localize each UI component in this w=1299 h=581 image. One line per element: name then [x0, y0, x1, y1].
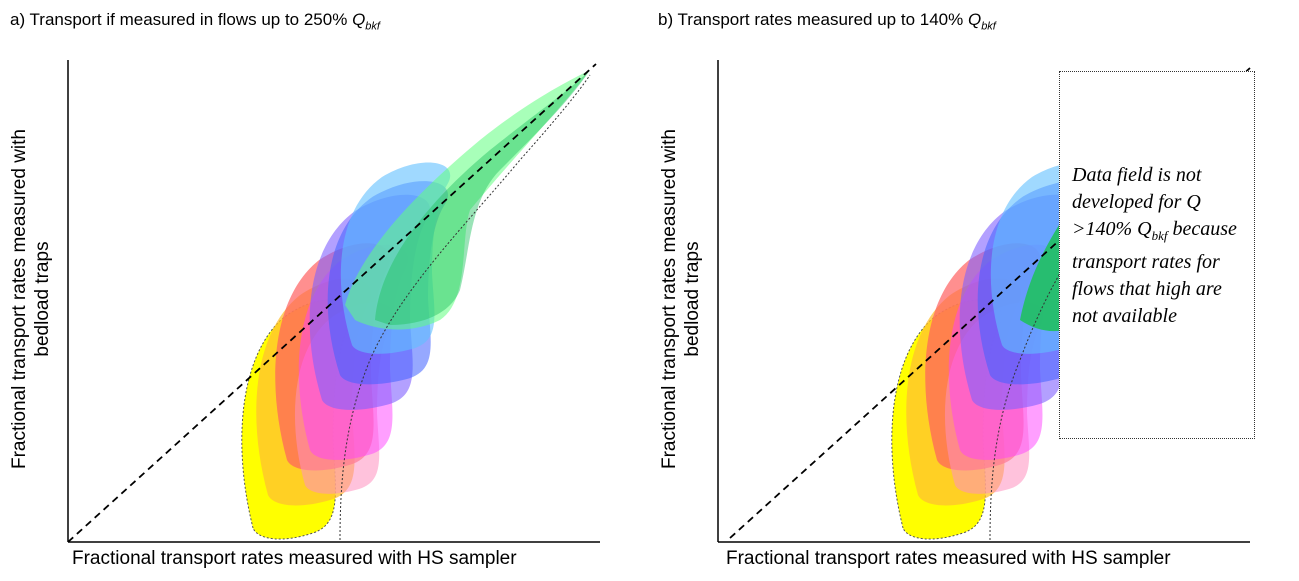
panel-b-plot [717, 60, 1251, 543]
panel-a-x-axis-label: Fractional transport rates measured with… [72, 548, 517, 569]
panel-a: a) Transport if measured in flows up to … [0, 0, 640, 581]
field-outline [339, 74, 591, 541]
panel-b-data-fields [891, 162, 1101, 541]
panel-a-data-fields [241, 70, 591, 541]
panel-a-title: a) Transport if measured in flows up to … [10, 10, 380, 33]
field-darkgreen [375, 70, 590, 325]
panel-b-title: b) Transport rates measured up to 140% Q… [658, 10, 996, 33]
field-outline [989, 269, 1063, 541]
panel-b-x-axis-label: Fractional transport rates measured with… [726, 548, 1171, 569]
field-green [345, 70, 590, 330]
panel-b-one-to-one-line [729, 67, 1251, 539]
panel-a-one-to-one-line [67, 63, 597, 543]
panel-a-plot [67, 60, 600, 543]
field-darkgreen [1020, 215, 1065, 332]
panel-b: b) Transport rates measured up to 140% Q… [650, 0, 1290, 581]
panel-b-note-box: Data field is not developed for Q >140% … [1059, 71, 1255, 439]
